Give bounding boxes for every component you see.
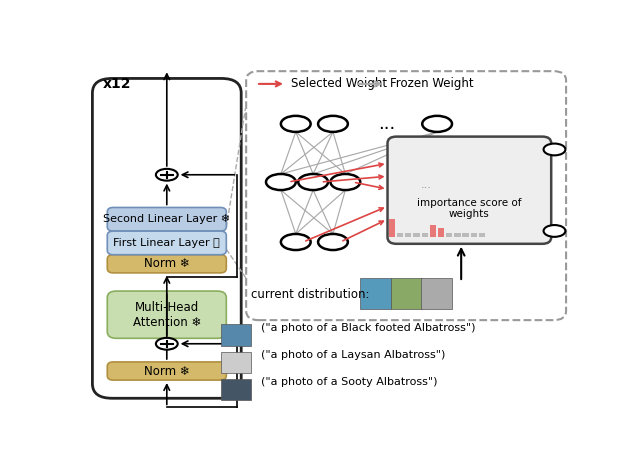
Text: ("a photo of a Black footed Albatross"): ("a photo of a Black footed Albatross") (261, 323, 476, 333)
Bar (221, 352, 251, 373)
Ellipse shape (298, 174, 328, 190)
Text: Norm ❄️: Norm ❄️ (144, 364, 189, 378)
FancyBboxPatch shape (388, 136, 551, 244)
Bar (390, 278, 422, 309)
FancyBboxPatch shape (92, 78, 241, 398)
Ellipse shape (318, 234, 348, 250)
Bar (479, 233, 485, 237)
Ellipse shape (156, 169, 178, 181)
Ellipse shape (156, 338, 178, 350)
Ellipse shape (318, 116, 348, 132)
Bar (405, 233, 412, 237)
Ellipse shape (281, 234, 310, 250)
Bar (446, 233, 452, 237)
Bar (389, 219, 395, 237)
Bar (360, 278, 392, 309)
Text: current distribution:: current distribution: (251, 288, 370, 301)
Ellipse shape (543, 143, 565, 155)
Bar (454, 233, 461, 237)
Bar (470, 233, 477, 237)
Bar (413, 233, 420, 237)
Text: ...: ... (378, 115, 395, 133)
Text: First Linear Layer 🔥: First Linear Layer 🔥 (113, 238, 220, 248)
Text: Multi-Head
Attention ❄️: Multi-Head Attention ❄️ (132, 301, 201, 329)
FancyBboxPatch shape (108, 231, 227, 255)
Text: Norm ❄️: Norm ❄️ (144, 257, 189, 270)
Ellipse shape (266, 174, 296, 190)
Text: ...: ... (420, 180, 431, 190)
Text: x12: x12 (102, 77, 131, 91)
Text: ("a photo of a Laysan Albatross"): ("a photo of a Laysan Albatross") (261, 350, 445, 360)
Ellipse shape (281, 116, 310, 132)
FancyBboxPatch shape (108, 362, 227, 380)
Bar (438, 228, 444, 237)
FancyBboxPatch shape (108, 255, 227, 273)
Text: importance score of
weights: importance score of weights (417, 198, 522, 219)
Bar (429, 225, 436, 237)
Text: Second Linear Layer ❄️: Second Linear Layer ❄️ (103, 214, 230, 224)
Ellipse shape (422, 116, 452, 132)
Text: ("a photo of a Sooty Albatross"): ("a photo of a Sooty Albatross") (261, 377, 438, 388)
Text: Frozen Weight: Frozen Weight (390, 77, 474, 91)
Bar (397, 233, 403, 237)
Ellipse shape (330, 174, 360, 190)
Bar (421, 278, 452, 309)
Bar (221, 379, 251, 400)
Bar (221, 324, 251, 346)
FancyBboxPatch shape (108, 291, 227, 338)
FancyBboxPatch shape (108, 208, 227, 231)
Bar (463, 233, 468, 237)
Bar (422, 233, 428, 237)
Text: Selected Weight: Selected Weight (291, 77, 387, 91)
Ellipse shape (543, 225, 565, 237)
